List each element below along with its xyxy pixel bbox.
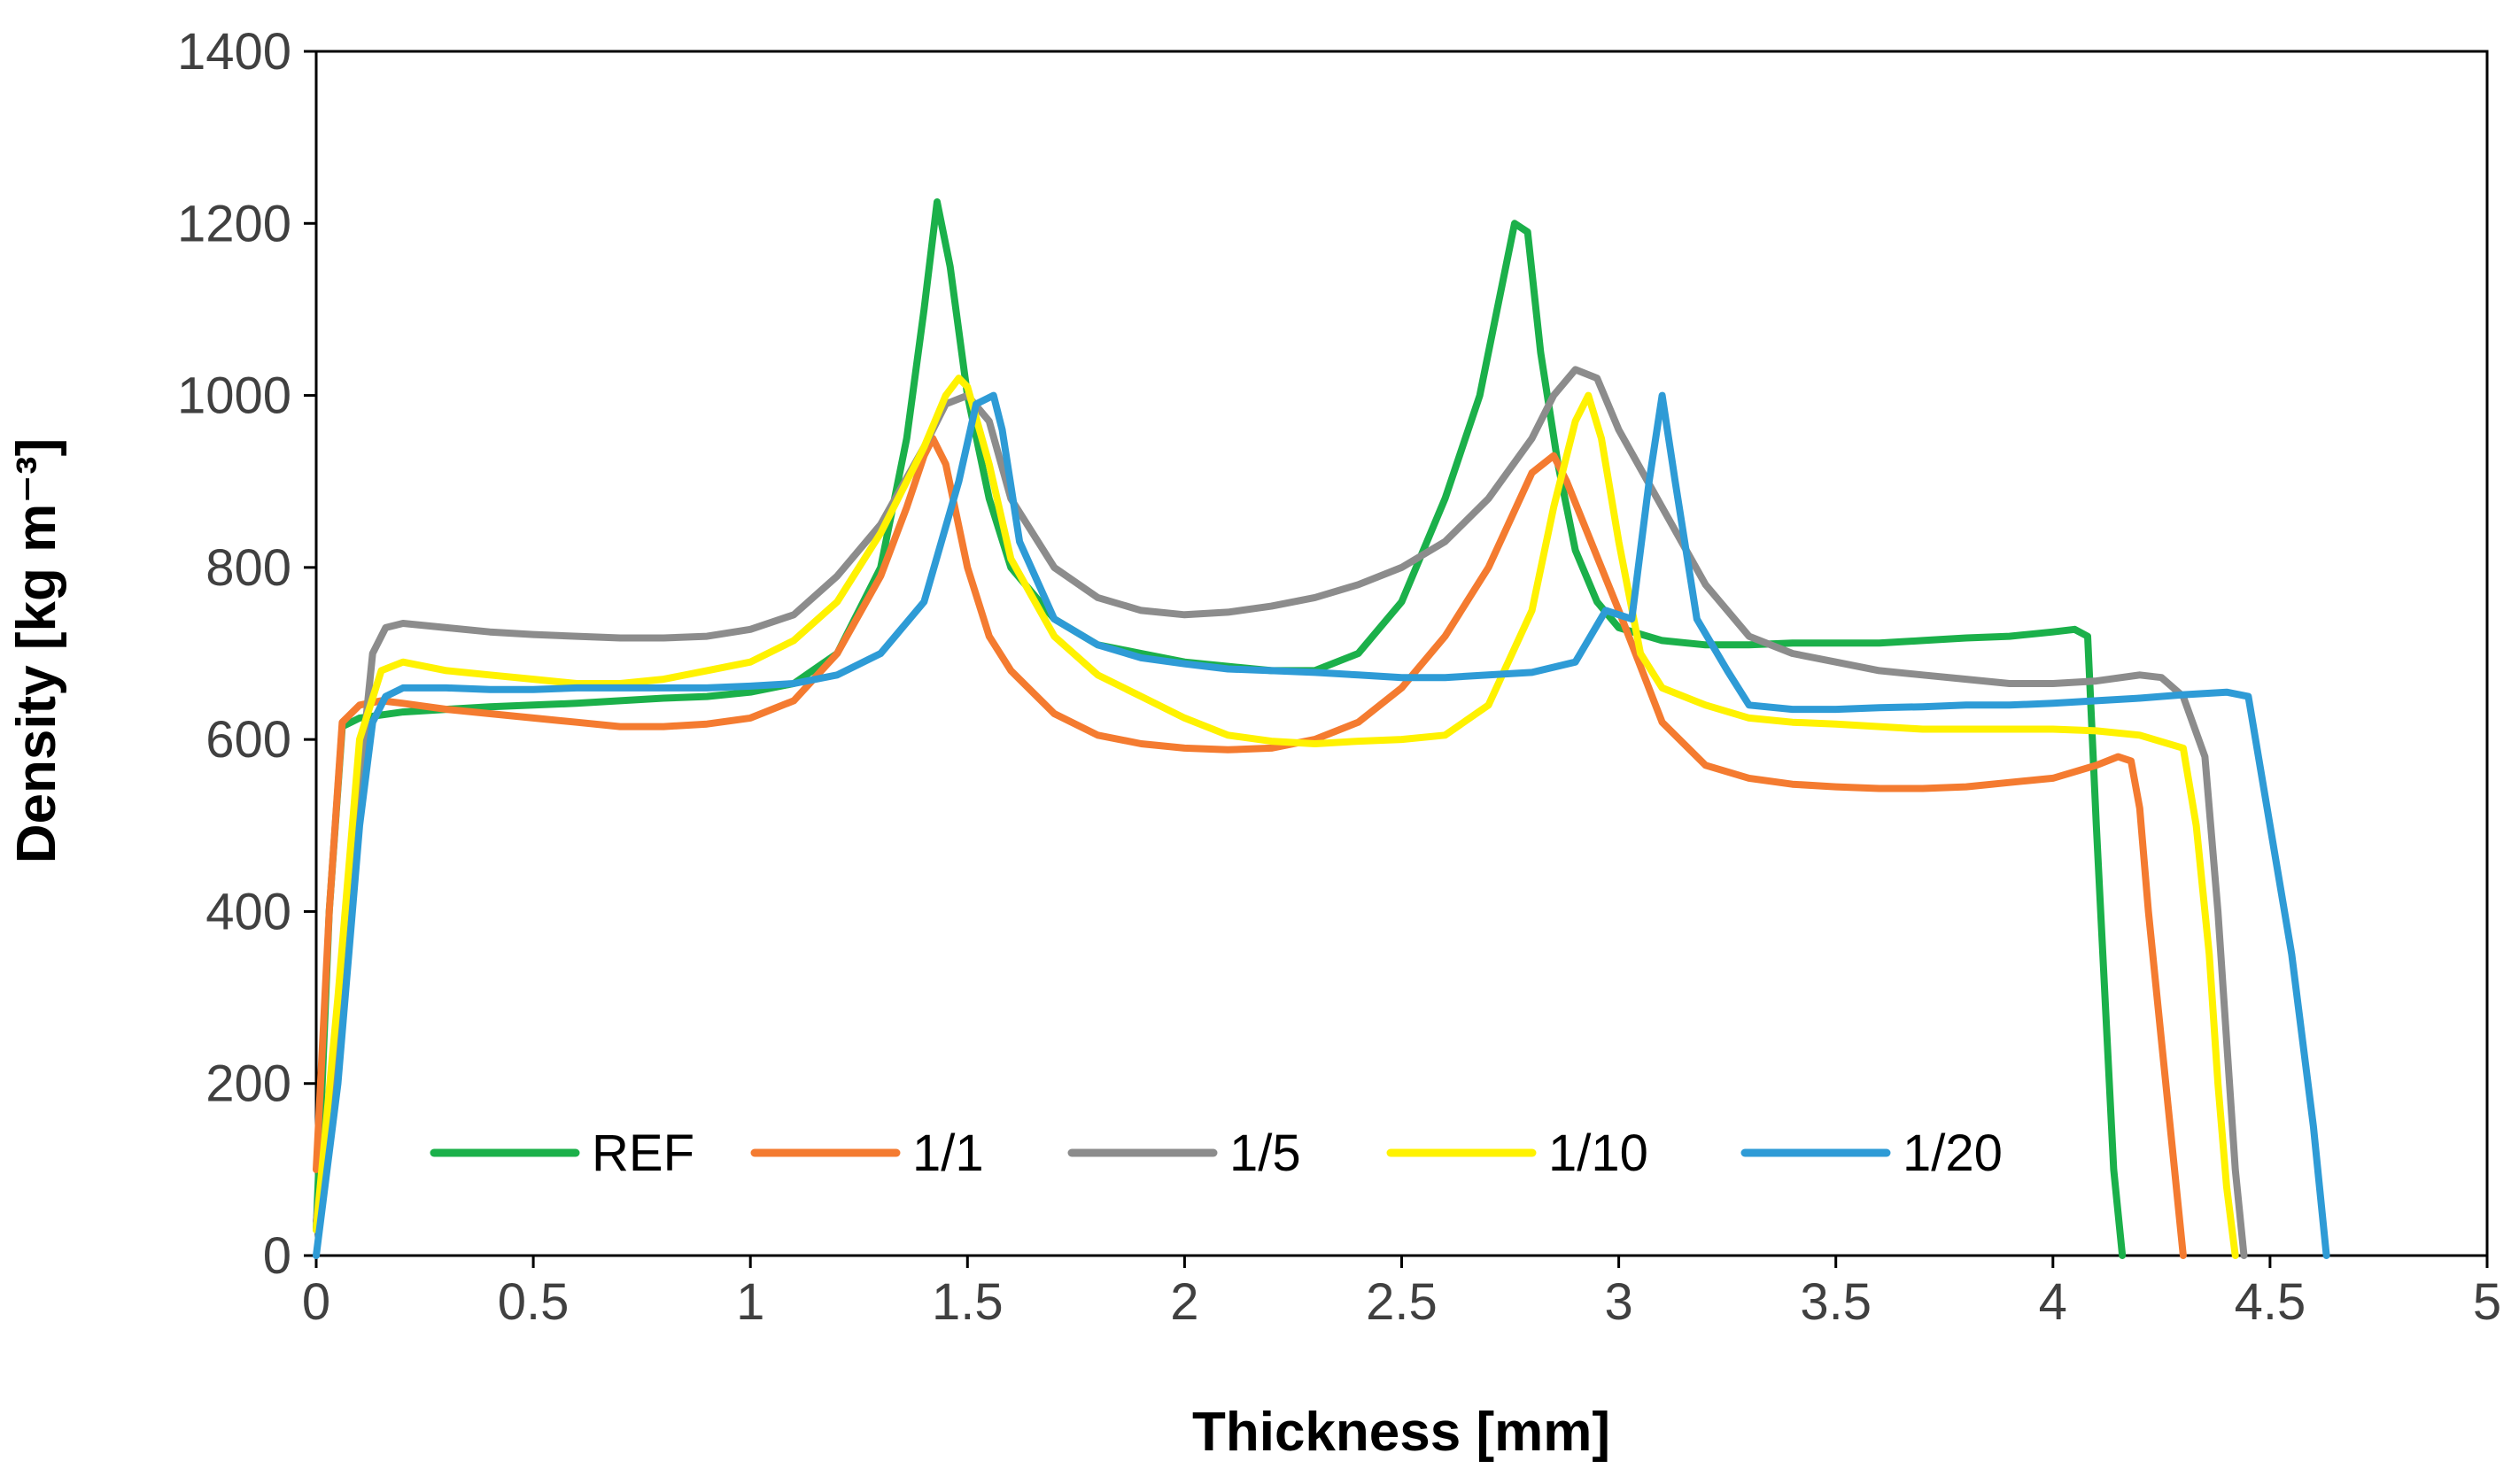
legend-label-0: REF (592, 1125, 694, 1182)
series-line-4 (313, 391, 2330, 1259)
x-tick-label: 3.5 (1800, 1273, 1872, 1331)
y-tick-label: 0 (263, 1227, 291, 1285)
y-tick-label: 1400 (177, 23, 291, 81)
x-tick-label: 5 (2473, 1273, 2501, 1331)
y-axis: 0 200 400 600 800 1000 1200 1400 (177, 23, 316, 1285)
series-line-2 (313, 366, 2248, 1259)
y-tick-label: 800 (205, 539, 291, 597)
y-tick-label: 400 (205, 883, 291, 940)
x-tick-label: 1.5 (932, 1273, 1004, 1331)
legend-label-2: 1/5 (1229, 1125, 1301, 1182)
y-tick-label: 1000 (177, 367, 291, 425)
x-tick-label: 4.5 (2235, 1273, 2306, 1331)
x-tick-label: 2 (1170, 1273, 1198, 1331)
x-tick-label: 1 (736, 1273, 764, 1331)
series-layer (313, 198, 2330, 1259)
legend-label-4: 1/20 (1903, 1125, 2003, 1182)
legend-label-3: 1/10 (1548, 1125, 1648, 1182)
legend: REF 1/1 1/5 1/10 1/20 (430, 1125, 2003, 1182)
x-tick-label: 2.5 (1366, 1273, 1438, 1331)
x-axis-title: Thickness [mm] (1192, 1402, 1610, 1463)
y-tick-label: 1200 (177, 195, 291, 252)
x-tick-label: 4 (2039, 1273, 2067, 1331)
series-line-3 (313, 375, 2239, 1259)
x-tick-label: 0 (302, 1273, 330, 1331)
y-axis-title: Density [kg m⁻³] (6, 438, 67, 864)
y-tick-label: 600 (205, 711, 291, 769)
x-tick-label: 3 (1604, 1273, 1632, 1331)
x-axis: 0 0.5 1 1.5 2 2.5 3 3.5 4 4.5 5 (302, 1256, 2501, 1331)
legend-label-1: 1/1 (912, 1125, 984, 1182)
y-tick-label: 200 (205, 1055, 291, 1113)
x-tick-label: 0.5 (498, 1273, 570, 1331)
series-line-1 (313, 435, 2187, 1259)
